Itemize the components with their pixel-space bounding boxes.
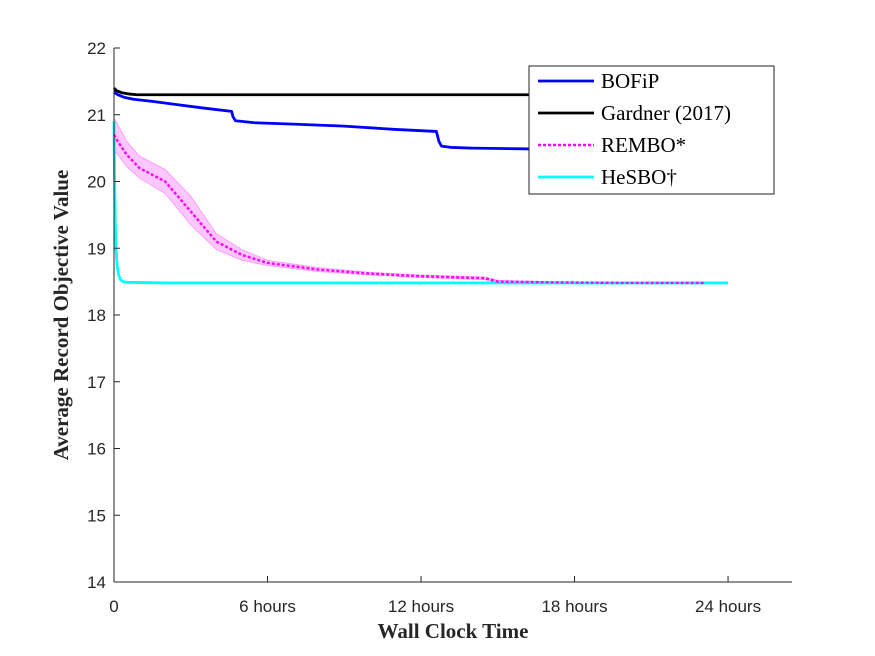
- y-tick-label: 20: [87, 173, 106, 192]
- legend-label: Gardner (2017): [601, 101, 731, 125]
- y-tick-label: 17: [87, 373, 106, 392]
- y-tick-label: 19: [87, 239, 106, 258]
- legend-item-rembo: REMBO*: [538, 133, 686, 157]
- hesbo-line: [112, 121, 729, 285]
- x-tick-label: 6 hours: [239, 597, 296, 616]
- legend: BOFiP Gardner (2017) REMBO* HeSBO†: [528, 65, 775, 195]
- y-axis-label: Average Record Objective Value: [49, 170, 73, 461]
- legend-item-gardner-2017: Gardner (2017): [538, 101, 731, 125]
- legend-item-hesbo: HeSBO†: [538, 165, 677, 189]
- y-tick-label: 15: [87, 506, 106, 525]
- y-tick-label: 16: [87, 440, 106, 459]
- legend-label: HeSBO†: [601, 165, 677, 189]
- legend-label: REMBO*: [601, 133, 686, 157]
- legend-item-bofip: BOFiP: [538, 69, 659, 93]
- y-tick-label: 22: [87, 39, 106, 58]
- x-tick-label: 0: [109, 597, 118, 616]
- y-ticks: 14 15 16 17 18 19 20 21 22: [87, 39, 120, 592]
- x-tick-label: 24 hours: [695, 597, 761, 616]
- legend-box: [528, 65, 775, 195]
- x-axis-label: Wall Clock Time: [378, 619, 529, 643]
- rembo-line: [112, 134, 706, 285]
- y-tick-label: 21: [87, 106, 106, 125]
- legend-items: BOFiP Gardner (2017) REMBO* HeSBO†: [538, 69, 731, 189]
- x-ticks: 0 6 hours 12 hours 18 hours 24 hours: [109, 576, 761, 616]
- y-tick-label: 14: [87, 573, 106, 592]
- legend-label: BOFiP: [601, 69, 659, 93]
- y-tick-label: 18: [87, 306, 106, 325]
- x-tick-label: 18 hours: [541, 597, 607, 616]
- x-tick-label: 12 hours: [388, 597, 454, 616]
